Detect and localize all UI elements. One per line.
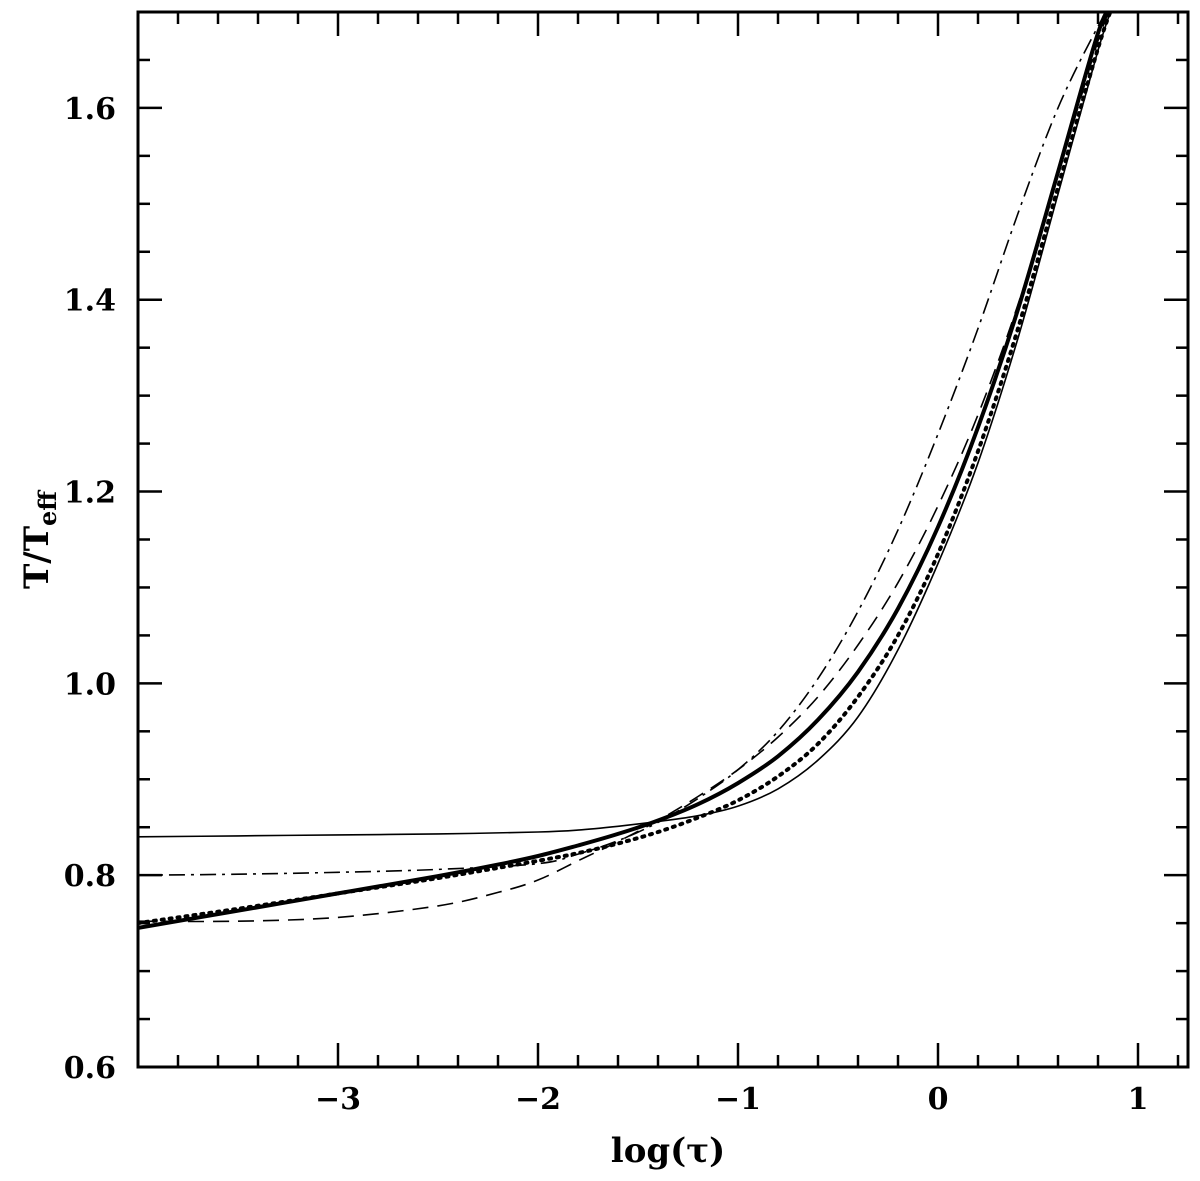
series-line-thin-solid — [138, 12, 1112, 838]
series-line-dashed — [138, 12, 1110, 923]
x-tick-labels: −3 −2 −1 0 1 — [315, 1082, 1148, 1117]
plot-frame — [136, 10, 1190, 1069]
y-tick-label: 1.6 — [64, 92, 116, 127]
y-axis-label-subscript: eff — [33, 490, 62, 526]
y-axis-label: T/Teff — [17, 490, 62, 589]
series-line-dash-dot — [138, 12, 1108, 876]
x-tick-label: 1 — [1128, 1082, 1149, 1117]
x-tick-label: −2 — [515, 1082, 561, 1117]
y-tick-labels: 0.6 0.8 1.0 1.2 1.4 1.6 — [64, 92, 116, 1086]
y-tick-label: 0.8 — [64, 859, 116, 894]
x-tick-label: −1 — [715, 1082, 761, 1117]
series-line-dotted — [138, 12, 1113, 926]
y-tick-label: 1.4 — [64, 284, 116, 319]
series-layer — [138, 12, 1113, 930]
x-tick-label: −3 — [315, 1082, 361, 1117]
y-tick-label: 1.2 — [64, 476, 116, 511]
x-axis-label: log(τ) — [611, 1131, 725, 1171]
y-axis-label-main: T/T — [17, 526, 57, 589]
series-line-thick-solid — [138, 12, 1109, 930]
axis-ticks — [138, 12, 1188, 1067]
y-tick-label: 0.6 — [64, 1051, 116, 1086]
x-tick-label: 0 — [928, 1082, 949, 1117]
y-tick-label: 1.0 — [64, 667, 116, 702]
